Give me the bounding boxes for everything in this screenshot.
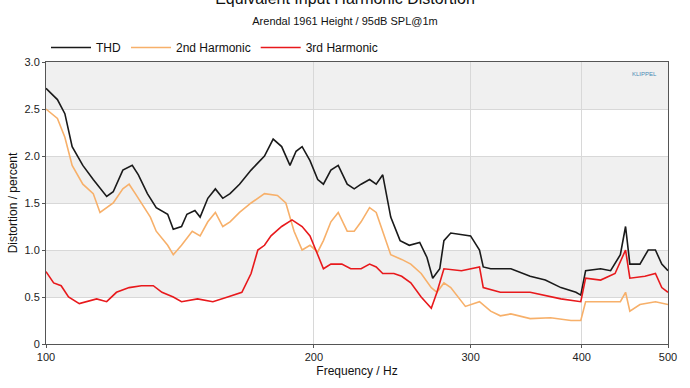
svg-text:Equivalent Input Harmonic Dist: Equivalent Input Harmonic DistortionAren… [215, 0, 475, 27]
svg-text:3rd Harmonic: 3rd Harmonic [306, 41, 378, 55]
svg-text:KLIPPEL: KLIPPEL [632, 71, 657, 77]
svg-text:THD: THD [96, 41, 121, 55]
svg-text:Distortion / percent: Distortion / percent [6, 152, 20, 253]
svg-text:300: 300 [461, 351, 479, 363]
svg-text:3.0: 3.0 [25, 56, 40, 68]
svg-text:0: 0 [34, 338, 40, 350]
svg-text:2nd Harmonic: 2nd Harmonic [176, 41, 251, 55]
svg-text:0.5: 0.5 [25, 291, 40, 303]
svg-text:500: 500 [659, 351, 677, 363]
svg-text:2.5: 2.5 [25, 103, 40, 115]
svg-text:200: 200 [305, 351, 323, 363]
svg-text:Frequency / Hz: Frequency / Hz [316, 364, 397, 378]
svg-text:2.0: 2.0 [25, 150, 40, 162]
svg-text:400: 400 [573, 351, 591, 363]
svg-text:1.0: 1.0 [25, 244, 40, 256]
svg-text:100: 100 [37, 351, 55, 363]
svg-text:1.5: 1.5 [25, 197, 40, 209]
